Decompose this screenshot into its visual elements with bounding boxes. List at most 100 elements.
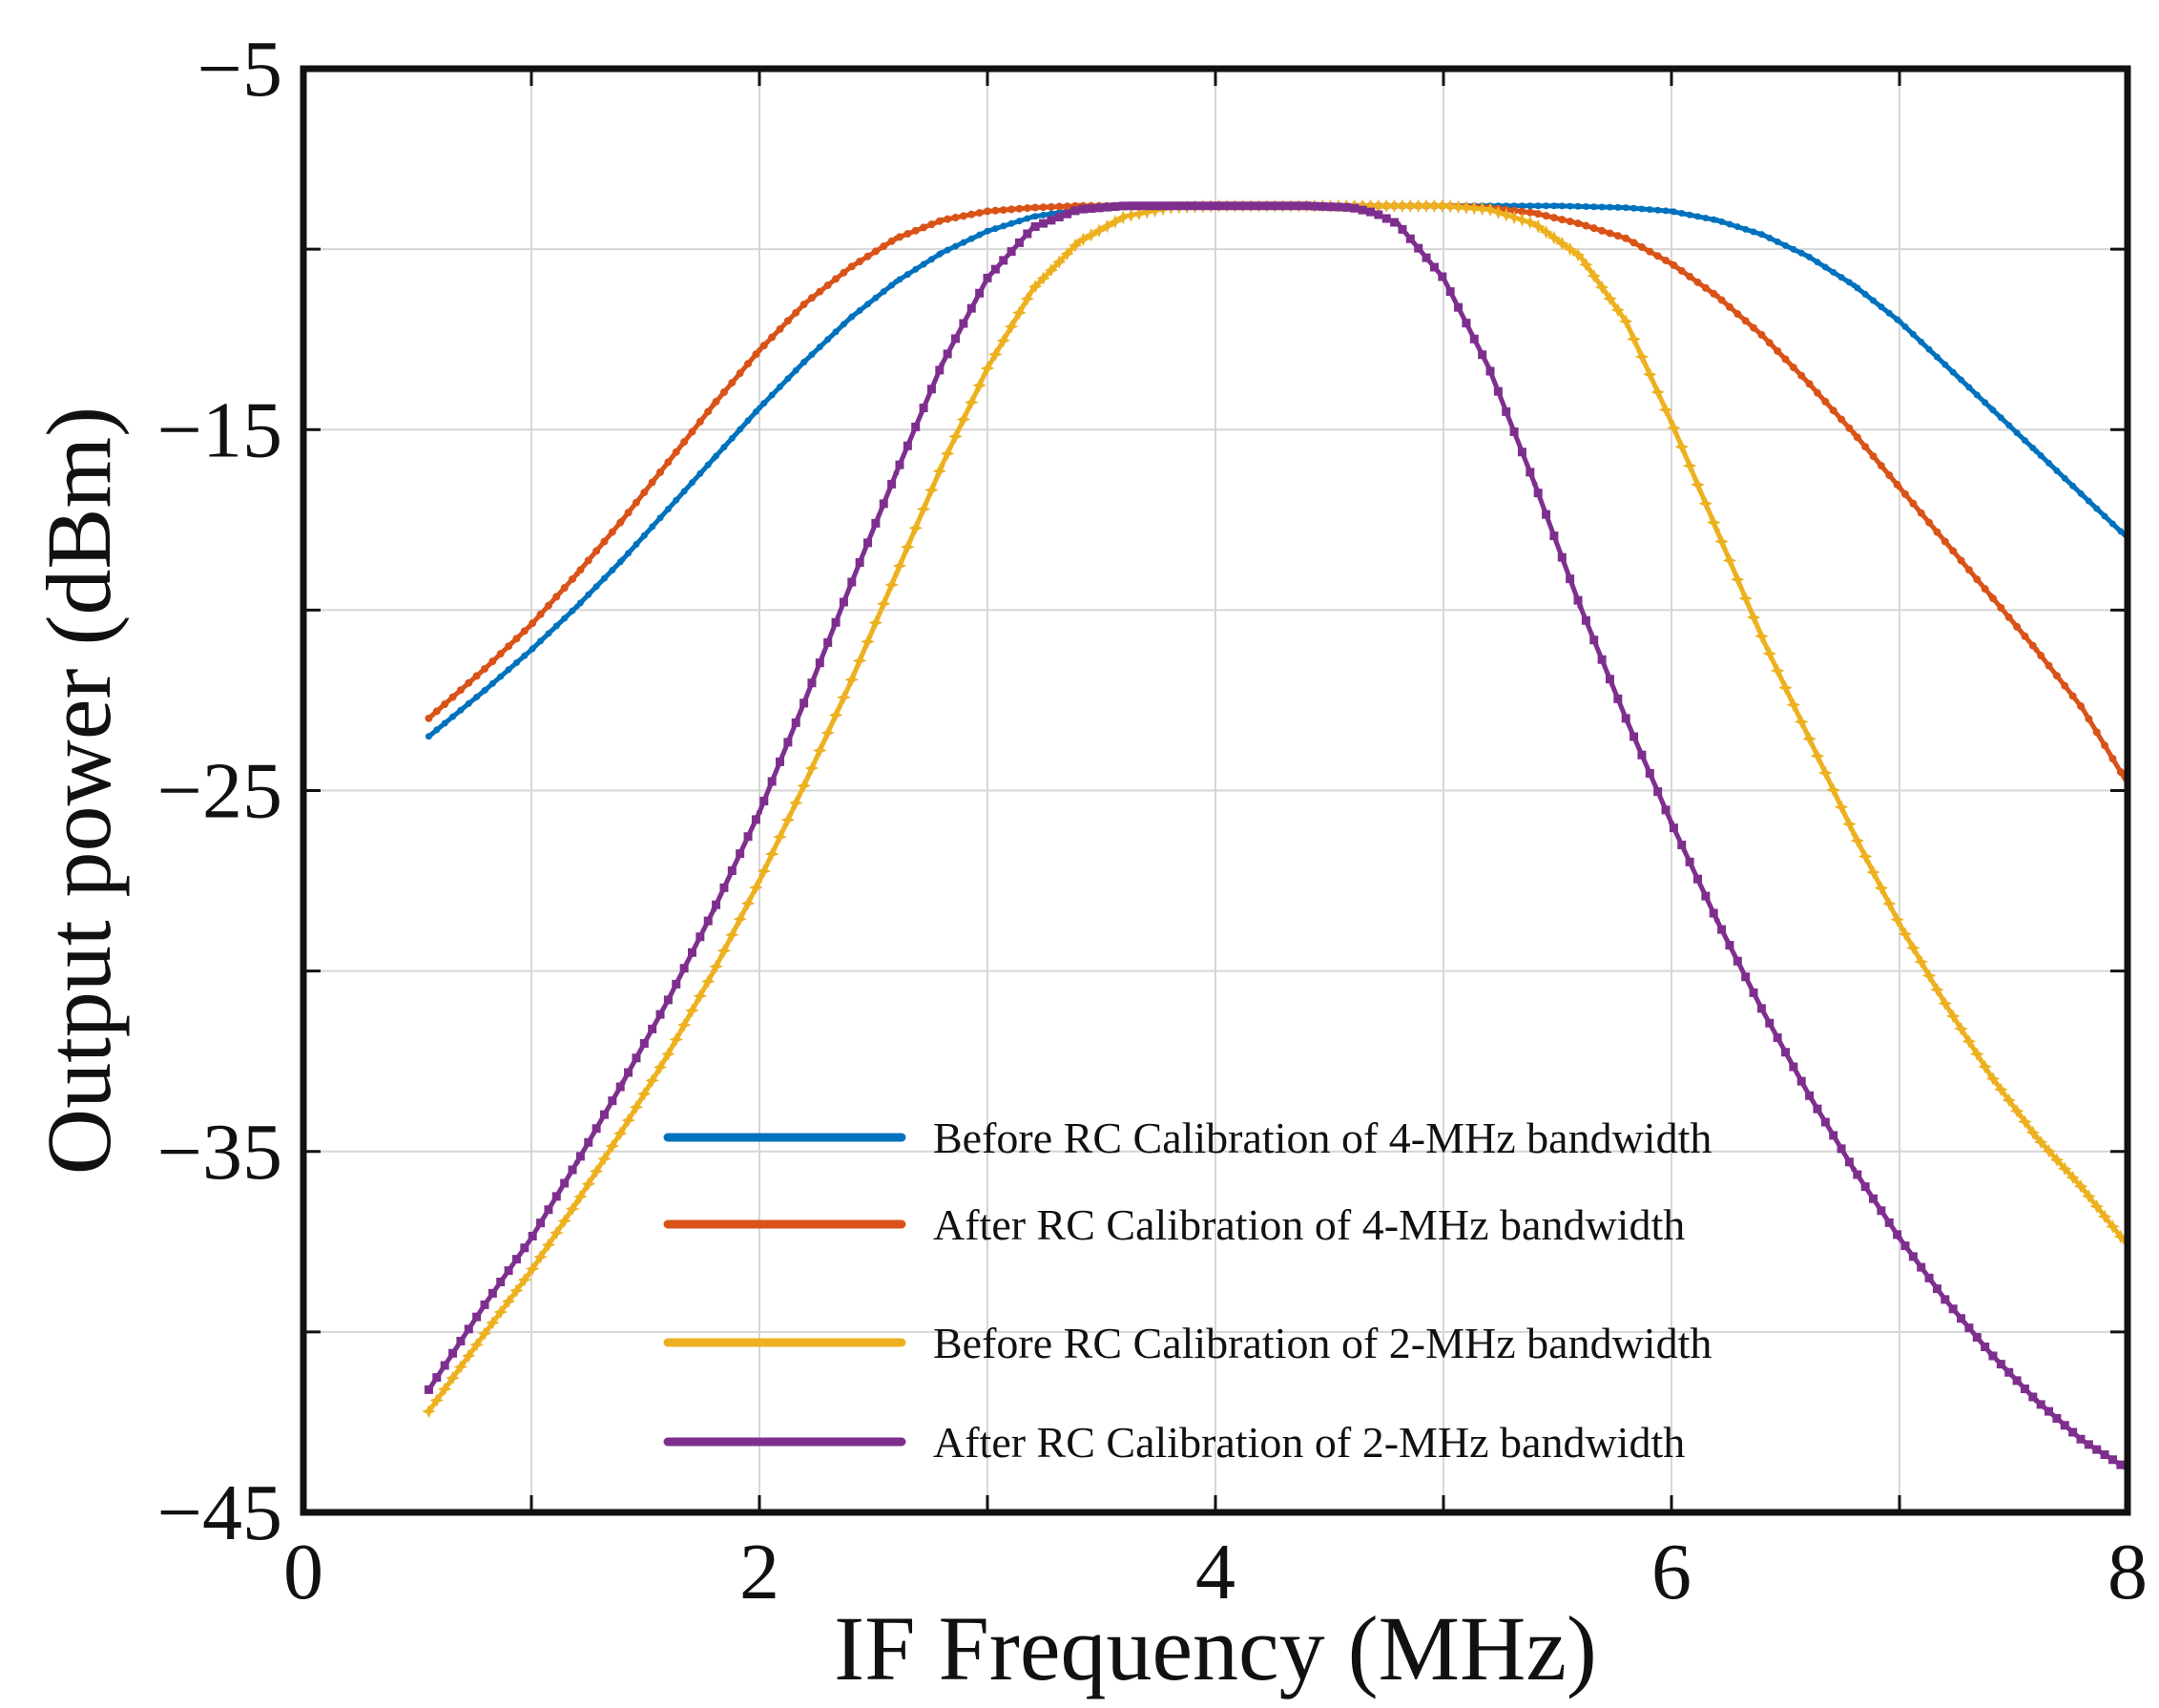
data-point xyxy=(2079,491,2086,498)
data-point xyxy=(1987,593,1994,599)
data-point xyxy=(1531,210,1538,217)
data-point xyxy=(939,362,945,368)
data-point xyxy=(619,516,626,523)
data-point xyxy=(711,968,717,974)
x-tick-label: 4 xyxy=(1195,1528,1235,1616)
data-point xyxy=(985,275,990,281)
data-point xyxy=(1121,202,1128,209)
data-point xyxy=(426,1408,432,1415)
axes-layer xyxy=(300,65,2131,1516)
legend-label: After RC Calibration of 2-MHz bandwidth xyxy=(933,1418,1685,1467)
legend-label: Before RC Calibration of 4-MHz bandwidth xyxy=(933,1114,1712,1162)
data-point xyxy=(573,1159,580,1166)
data-point xyxy=(1577,220,1584,227)
data-point xyxy=(893,279,900,285)
data-point xyxy=(665,1051,672,1057)
data-point xyxy=(757,809,762,816)
legend-label: After RC Calibration of 4-MHz bandwidth xyxy=(933,1200,1685,1249)
data-point xyxy=(1485,206,1492,213)
data-point xyxy=(711,455,717,462)
data-point xyxy=(1441,275,1446,281)
data-point xyxy=(1851,430,1858,437)
data-point xyxy=(529,621,534,628)
x-tick-label: 2 xyxy=(739,1528,779,1616)
legend-item: Before RC Calibration of 2-MHz bandwidth xyxy=(663,1319,1712,1367)
data-point xyxy=(483,1300,489,1306)
tick-labels: 0 2 4 6 8 −5 −15 −25 −35 −45 xyxy=(157,25,2148,1616)
data-point xyxy=(801,697,808,703)
data-point xyxy=(1531,220,1538,227)
data-point xyxy=(1759,1008,1766,1014)
data-point xyxy=(1805,380,1812,386)
series-layer xyxy=(422,198,2130,1472)
data-point xyxy=(2079,1437,2086,1444)
data-point xyxy=(1554,202,1561,209)
data-point xyxy=(1851,281,1858,288)
data-point xyxy=(985,228,990,235)
data-point xyxy=(426,733,432,739)
data-point xyxy=(665,459,672,466)
data-point xyxy=(529,1267,534,1274)
data-point xyxy=(847,264,854,271)
legend-label: Before RC Calibration of 2-MHz bandwidth xyxy=(933,1319,1712,1367)
data-point xyxy=(1075,239,1082,245)
data-point xyxy=(1669,820,1674,826)
data-point xyxy=(939,249,945,256)
data-point xyxy=(1577,603,1584,610)
data-point xyxy=(2033,448,2040,454)
data-point xyxy=(1805,1091,1812,1097)
data-point xyxy=(1349,204,1356,211)
data-point xyxy=(1897,318,1902,324)
data-point xyxy=(573,603,580,610)
data-point xyxy=(939,217,945,223)
x-tick-label: 8 xyxy=(2107,1528,2148,1616)
series-4 xyxy=(424,201,2130,1472)
data-point xyxy=(1941,538,1948,545)
data-point xyxy=(2079,1184,2086,1191)
x-axis-title: IF Frequency (MHz) xyxy=(834,1597,1597,1699)
data-point xyxy=(1623,715,1630,721)
data-point xyxy=(1759,635,1766,642)
data-point xyxy=(1897,1235,1902,1241)
data-point xyxy=(529,646,534,653)
data-point xyxy=(757,347,762,354)
data-point xyxy=(619,1079,626,1086)
data-point xyxy=(847,581,854,588)
legend: Before RC Calibration of 4-MHz bandwidth… xyxy=(663,1114,1712,1467)
data-point xyxy=(483,1328,489,1335)
data-point xyxy=(1395,220,1401,227)
data-point xyxy=(1805,733,1812,739)
data-point xyxy=(1851,830,1858,837)
data-point xyxy=(801,358,808,365)
data-point xyxy=(1303,202,1310,209)
data-point xyxy=(801,780,808,786)
y-tick-label: −5 xyxy=(197,25,282,114)
data-point xyxy=(1851,1166,1858,1173)
x-tick-label: 6 xyxy=(1651,1528,1692,1616)
data-point xyxy=(1713,917,1720,924)
data-point xyxy=(1941,1296,1948,1302)
data-point xyxy=(1167,202,1173,209)
data-point xyxy=(1987,405,1994,411)
data-point xyxy=(1897,921,1902,927)
data-point xyxy=(1713,293,1720,300)
data-point xyxy=(619,556,626,563)
data-point xyxy=(1941,362,1948,368)
data-point xyxy=(1669,419,1674,426)
data-point xyxy=(573,1198,580,1205)
data-point xyxy=(2033,1134,2040,1140)
legend-item: Before RC Calibration of 4-MHz bandwidth xyxy=(663,1114,1712,1162)
data-point xyxy=(1213,202,1218,209)
y-tick-label: −45 xyxy=(157,1468,282,1557)
data-point xyxy=(1441,202,1446,209)
legend-item: After RC Calibration of 2-MHz bandwidth xyxy=(663,1418,1685,1467)
data-point xyxy=(1669,208,1674,215)
data-point xyxy=(1713,528,1720,534)
data-point xyxy=(1623,235,1630,241)
data-point xyxy=(573,571,580,577)
data-point xyxy=(2079,704,2086,711)
data-point xyxy=(1759,332,1766,339)
x-tick-label: 0 xyxy=(283,1528,323,1616)
